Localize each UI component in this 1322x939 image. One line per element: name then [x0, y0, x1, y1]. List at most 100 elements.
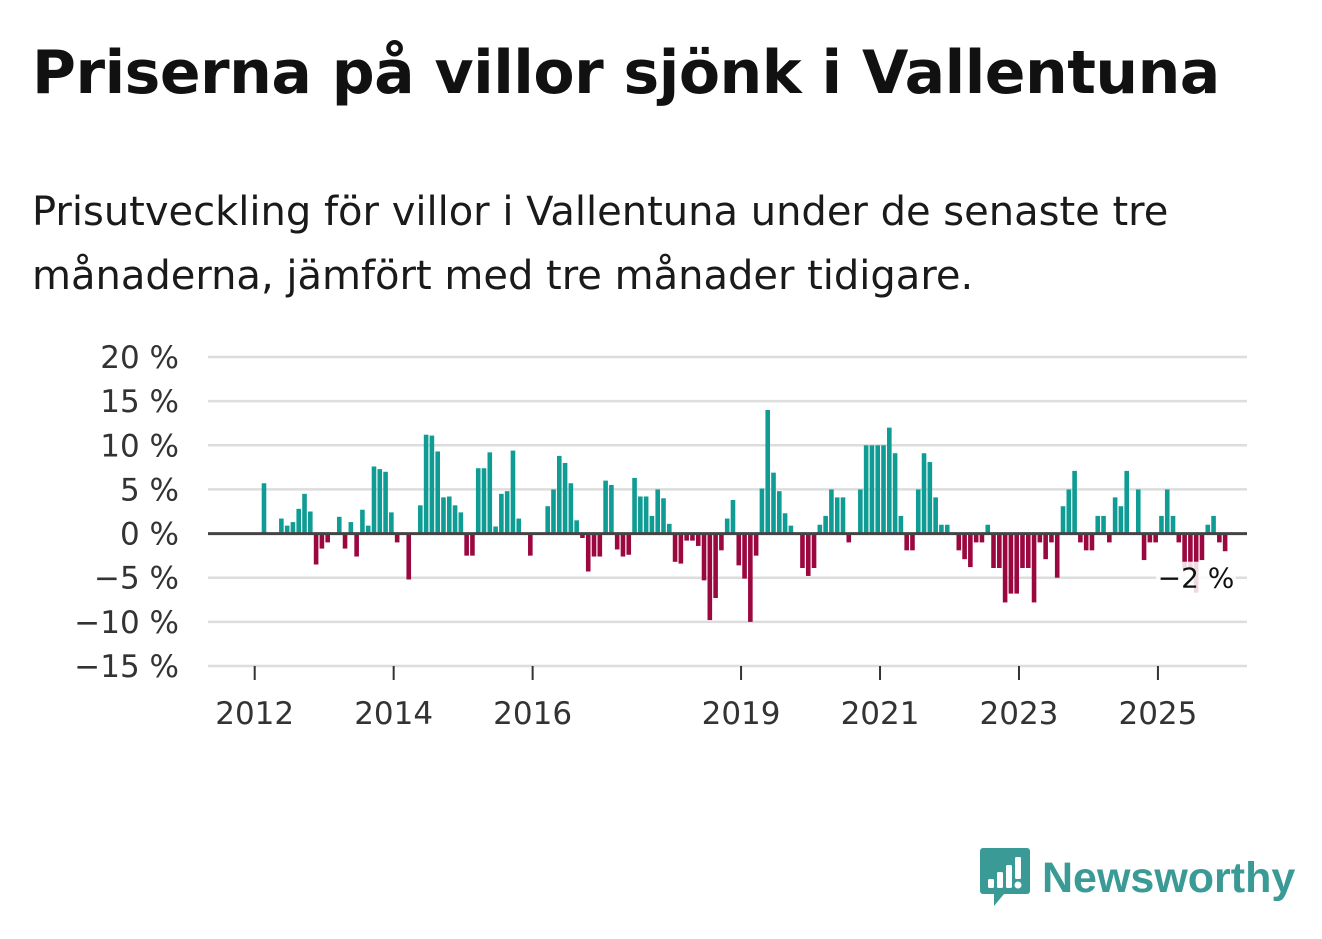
- bar: [487, 452, 493, 534]
- bar: [672, 533, 678, 562]
- bars: [261, 409, 1228, 622]
- bar: [777, 491, 782, 534]
- bar: [788, 525, 794, 534]
- bar: [968, 533, 973, 568]
- bar: [1008, 533, 1014, 594]
- bar: [1066, 489, 1072, 534]
- bar: [342, 533, 348, 549]
- bar: [892, 453, 898, 534]
- bar: [1002, 533, 1008, 603]
- bar: [1188, 533, 1193, 569]
- bar: [921, 453, 927, 534]
- x-tick-label: 2016: [493, 696, 572, 732]
- x-axis: 2012 2014 2016 2019 2021 2023 2025: [215, 666, 1197, 732]
- bar: [655, 489, 661, 534]
- bar: [1107, 533, 1112, 543]
- bar: [944, 524, 950, 534]
- bar: [834, 497, 840, 534]
- y-tick-label: −15 %: [74, 649, 179, 685]
- bar: [516, 518, 522, 534]
- bar: [574, 520, 579, 534]
- bar: [1176, 533, 1182, 543]
- bar: [556, 455, 562, 534]
- chart-title: Priserna på villor sjönk i Vallentuna: [32, 38, 1220, 108]
- bar: [319, 533, 325, 549]
- bar: [690, 533, 695, 541]
- bar: [1060, 506, 1066, 534]
- bar: [458, 512, 464, 534]
- bar: [1135, 489, 1141, 534]
- bar: [568, 483, 574, 534]
- bar: [308, 511, 313, 534]
- bar: [585, 533, 591, 572]
- bar: [840, 497, 846, 534]
- bar: [435, 451, 440, 534]
- bar: [985, 524, 991, 534]
- bar: [910, 533, 915, 551]
- bar: [736, 533, 742, 566]
- y-tick-label: 20 %: [100, 340, 179, 376]
- bar: [939, 524, 944, 534]
- bar: [800, 533, 805, 568]
- bar: [371, 466, 377, 534]
- bar: [1199, 533, 1205, 561]
- bar: [446, 496, 452, 534]
- bar: [528, 533, 533, 556]
- chart-subtitle: Prisutveckling för villor i Vallentuna u…: [32, 189, 1169, 299]
- bar: [1147, 533, 1153, 543]
- y-tick-label: −10 %: [74, 605, 179, 641]
- x-tick-label: 2014: [354, 696, 433, 732]
- bar: [475, 468, 481, 534]
- bar: [811, 533, 817, 568]
- bar: [1083, 533, 1089, 551]
- bar: [1101, 515, 1106, 534]
- bar: [684, 533, 689, 541]
- bar: [1072, 470, 1077, 534]
- bar: [1043, 533, 1048, 560]
- bar: [452, 505, 458, 534]
- bar: [499, 493, 504, 534]
- bar: [898, 515, 904, 534]
- bar: [695, 533, 701, 546]
- bar: [956, 533, 962, 551]
- bar: [724, 518, 730, 534]
- x-tick-label: 2023: [980, 696, 1059, 732]
- bar: [504, 491, 510, 534]
- end-label-group: −2 %: [1156, 561, 1236, 596]
- bar: [1182, 533, 1187, 569]
- bar: [753, 533, 759, 556]
- bar: [562, 462, 568, 534]
- bar: [620, 533, 626, 557]
- bar: [904, 533, 909, 551]
- bar: [649, 515, 655, 534]
- bar: [713, 533, 718, 599]
- y-tick-label: 0 %: [120, 517, 179, 553]
- bar: [290, 522, 296, 534]
- y-tick-label: −5 %: [94, 561, 179, 597]
- bar: [730, 500, 736, 534]
- bar: [678, 533, 684, 564]
- bar: [887, 427, 892, 534]
- bar: [580, 533, 585, 538]
- bar: [707, 533, 713, 621]
- bar: [748, 533, 753, 622]
- bar: [609, 485, 614, 534]
- bar: [441, 497, 446, 534]
- bar: [1025, 533, 1031, 568]
- bar: [1078, 533, 1083, 543]
- bar: [1037, 533, 1043, 543]
- bar: [1118, 506, 1124, 534]
- bar: [296, 508, 302, 534]
- bar: [962, 533, 967, 560]
- bar: [1020, 533, 1025, 568]
- bar: [423, 434, 429, 534]
- bar: [1217, 533, 1222, 543]
- bar: [626, 533, 632, 555]
- bar: [1031, 533, 1037, 603]
- bar: [406, 533, 412, 580]
- bar: [771, 472, 776, 534]
- bar: [614, 533, 620, 550]
- bar: [464, 533, 469, 556]
- bar: [1211, 515, 1216, 534]
